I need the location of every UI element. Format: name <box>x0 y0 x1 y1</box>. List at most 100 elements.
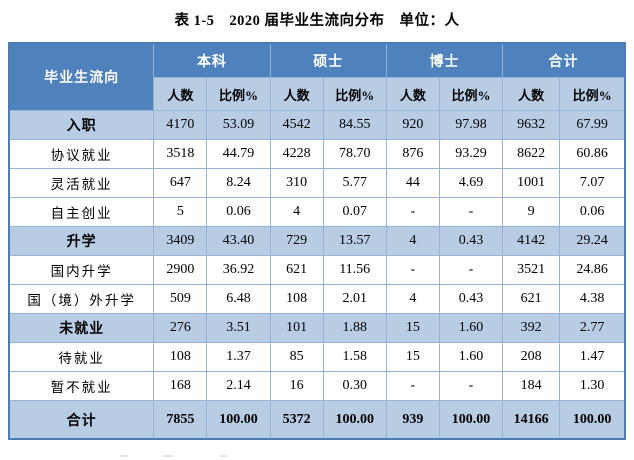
data-cell: 44.79 <box>206 139 271 169</box>
table-row: 协议就业 3518 44.79 4228 78.70 876 93.29 8622 60.86 <box>8 139 626 169</box>
data-cell: 184 <box>502 371 561 401</box>
row-label: 国内升学 <box>8 255 155 285</box>
row-label: 升学 <box>8 226 155 256</box>
table-row: 暂不就业 168 2.14 16 0.30- -184 1.30 <box>8 371 626 401</box>
sub-header: 人数 <box>502 77 561 111</box>
table-row: 自主创业 5 0.06 4 0.07- -9 0.06 <box>8 197 626 227</box>
data-cell: 15 <box>385 313 440 343</box>
data-cell: 392 <box>502 313 561 343</box>
row-label: 国（境）外升学 <box>8 284 155 314</box>
data-cell: 60.86 <box>559 139 626 169</box>
data-cell: - <box>438 255 504 285</box>
data-cell: 15 <box>385 342 440 372</box>
data-cell: 97.98 <box>438 110 504 140</box>
data-cell: 4 <box>385 284 440 314</box>
data-cell: 3521 <box>502 255 561 285</box>
data-cell: 108 <box>153 342 208 372</box>
table-title: 2020 届毕业生流向分布 <box>229 13 385 29</box>
row-label: 合计 <box>8 400 155 440</box>
row-label: 入职 <box>8 110 155 140</box>
row-label: 自主创业 <box>8 197 155 227</box>
data-cell: 67.99 <box>559 110 626 140</box>
table-number: 表 1-5 <box>174 13 215 29</box>
data-cell: 0.30 <box>322 371 387 401</box>
category-row: 未就业 276 3.51 101 1.88 15 1.60 392 2.77 <box>8 313 626 343</box>
data-cell: - <box>438 371 504 401</box>
data-cell: 647 <box>153 168 208 198</box>
data-cell: 276 <box>153 313 208 343</box>
data-cell: 7855 <box>153 400 208 440</box>
data-cell: 0.43 <box>438 284 504 314</box>
data-cell: 310 <box>269 168 324 198</box>
cut-off-text-artifact <box>220 455 227 457</box>
data-cell: 1.47 <box>559 342 626 372</box>
data-cell: 11.56 <box>322 255 387 285</box>
cut-off-text-artifact <box>163 455 173 457</box>
table-body: 入职 4170 53.09 4542 84.55 920 97.98 9632 67.99 协议就… <box>8 110 626 440</box>
corner-header: 毕业生流向 <box>8 42 155 111</box>
data-cell: 36.92 <box>206 255 271 285</box>
data-cell: 13.57 <box>322 226 387 256</box>
data-cell: 1001 <box>502 168 561 198</box>
data-cell: 5.77 <box>322 168 387 198</box>
data-cell: 4.38 <box>559 284 626 314</box>
sub-header: 比例% <box>322 77 387 111</box>
data-cell: 0.06 <box>206 197 271 227</box>
data-cell: 78.70 <box>322 139 387 169</box>
data-cell: 4542 <box>269 110 324 140</box>
data-cell: 100.00 <box>559 400 626 440</box>
sub-header: 人数 <box>153 77 208 111</box>
data-cell: 84.55 <box>322 110 387 140</box>
data-cell: - <box>385 371 440 401</box>
data-cell: 621 <box>502 284 561 314</box>
table-row: 国内升学 2900 36.92 621 11.56- -3521 24.86 <box>8 255 626 285</box>
data-cell: 1.60 <box>438 313 504 343</box>
data-cell: 6.48 <box>206 284 271 314</box>
data-cell: 5 <box>153 197 208 227</box>
data-cell: 100.00 <box>438 400 504 440</box>
data-cell: 1.88 <box>322 313 387 343</box>
data-cell: 93.29 <box>438 139 504 169</box>
category-row: 合计 7855 100.00 5372 100.00 939 100.00 14166 100.… <box>8 400 626 440</box>
data-cell: 100.00 <box>206 400 271 440</box>
data-cell: 4 <box>269 197 324 227</box>
group-header-doctor: 博士 <box>385 42 504 78</box>
data-cell: 3.51 <box>206 313 271 343</box>
data-cell: 85 <box>269 342 324 372</box>
table-row: 灵活就业 647 8.24 310 5.77 44 4.69 1001 7.07 <box>8 168 626 198</box>
data-cell: 5372 <box>269 400 324 440</box>
data-cell: 53.09 <box>206 110 271 140</box>
category-row: 升学 3409 43.40 729 13.57 4 0.43 4142 29.24 <box>8 226 626 256</box>
data-cell: 729 <box>269 226 324 256</box>
data-cell: 939 <box>385 400 440 440</box>
data-cell: 2.01 <box>322 284 387 314</box>
data-cell: 509 <box>153 284 208 314</box>
data-cell: 108 <box>269 284 324 314</box>
data-cell: 4228 <box>269 139 324 169</box>
data-cell: 2.14 <box>206 371 271 401</box>
data-cell: - <box>385 255 440 285</box>
row-label: 协议就业 <box>8 139 155 169</box>
data-cell: 0.43 <box>438 226 504 256</box>
group-header-total: 合计 <box>502 42 626 78</box>
data-cell: 621 <box>269 255 324 285</box>
data-cell: 43.40 <box>206 226 271 256</box>
data-cell: 2.77 <box>559 313 626 343</box>
table-caption: 表 1-5 2020 届毕业生流向分布 单位：人 <box>0 9 634 30</box>
data-cell: 16 <box>269 371 324 401</box>
data-cell: 24.86 <box>559 255 626 285</box>
data-cell: 8622 <box>502 139 561 169</box>
data-cell: 1.60 <box>438 342 504 372</box>
sub-header: 人数 <box>269 77 324 111</box>
sub-header: 比例% <box>438 77 504 111</box>
data-cell: 876 <box>385 139 440 169</box>
data-cell: 7.07 <box>559 168 626 198</box>
group-header-bachelor: 本科 <box>153 42 271 78</box>
group-header-master: 硕士 <box>269 42 387 78</box>
data-cell: 9 <box>502 197 561 227</box>
row-label: 待就业 <box>8 342 155 372</box>
data-cell: 3409 <box>153 226 208 256</box>
data-cell: 0.06 <box>559 197 626 227</box>
sub-header-row: 人数 比例% 人数 比例% 人数 比例% 人数 比例% <box>9 77 626 111</box>
